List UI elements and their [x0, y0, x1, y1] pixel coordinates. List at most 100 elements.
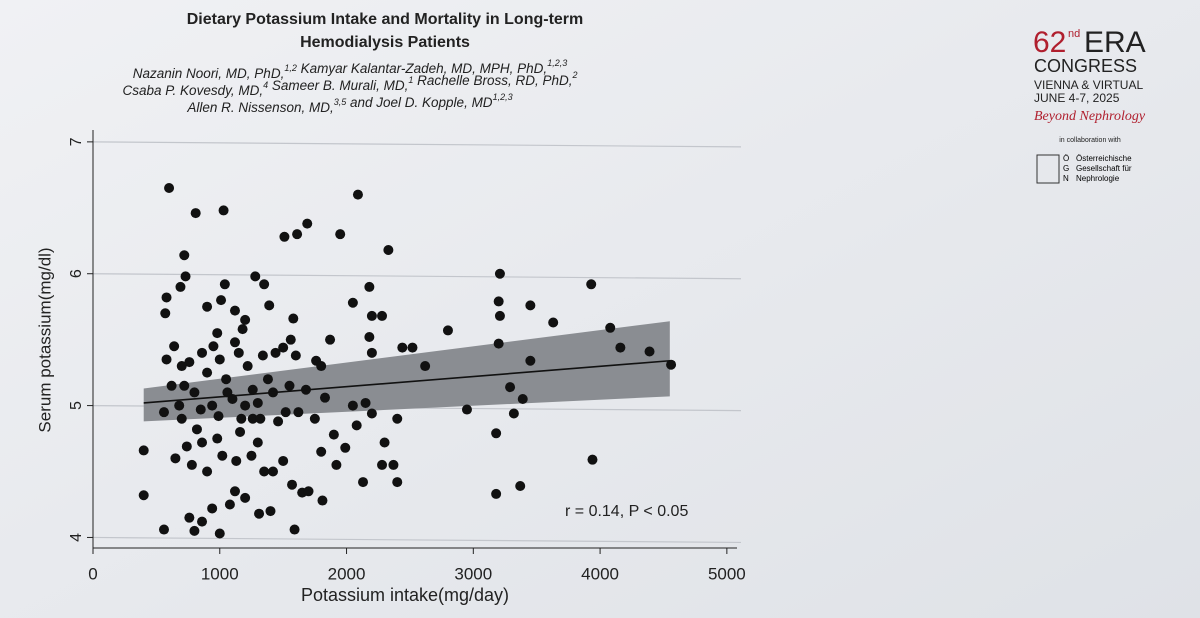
data-point: [217, 450, 228, 461]
data-point: [259, 466, 270, 477]
data-point: [383, 244, 394, 255]
data-point: [189, 387, 200, 398]
partner-name: Gesellschaft für: [1076, 164, 1132, 173]
data-point: [138, 445, 149, 456]
data-point: [351, 420, 362, 431]
data-point: [316, 361, 327, 372]
author-name: Allen R. Nissenson, MD,: [186, 100, 333, 115]
data-point: [644, 346, 655, 357]
data-point: [335, 229, 346, 240]
data-point: [214, 528, 225, 539]
data-point: [213, 411, 224, 422]
partner-icon: [1036, 154, 1060, 184]
data-point: [347, 297, 358, 308]
data-point: [252, 437, 263, 448]
data-point: [240, 492, 251, 503]
data-point: [493, 296, 504, 307]
data-point: [493, 338, 504, 349]
regression-line: [143, 359, 670, 404]
data-point: [525, 300, 536, 311]
chart-title: Hemodialysis Patients: [300, 34, 470, 51]
logo-ordinal: nd: [1068, 28, 1080, 40]
data-point: [236, 413, 247, 424]
data-point: [284, 380, 295, 391]
author-affiliation: 1,2,3: [493, 92, 513, 102]
author-affiliation: 4: [263, 80, 268, 90]
data-point: [216, 295, 227, 306]
data-point: [161, 292, 172, 303]
data-point: [347, 400, 358, 411]
data-point: [397, 342, 408, 353]
data-point: [442, 325, 453, 336]
data-point: [184, 512, 195, 523]
data-point: [247, 413, 258, 424]
data-point: [461, 404, 472, 415]
data-point: [407, 342, 418, 353]
x-axis-label: Potassium intake(mg/day): [301, 585, 509, 605]
data-point: [317, 495, 328, 506]
x-tick-label: 4000: [581, 564, 619, 583]
data-point: [222, 387, 233, 398]
author-line: Csaba P. Kovesdy, MD,4 Sameer B. Murali,…: [123, 70, 578, 97]
data-point: [316, 446, 327, 457]
data-point: [265, 506, 276, 517]
data-point: [158, 407, 169, 418]
author-name: and Joel D. Kopple, MD: [346, 95, 493, 110]
data-point: [379, 437, 390, 448]
data-point: [138, 490, 149, 501]
data-point: [257, 350, 268, 361]
partner-name: Nephrologie: [1076, 174, 1120, 183]
data-point: [229, 486, 240, 497]
logo-line: VIENNA & VIRTUAL: [1034, 78, 1143, 92]
author-name: Nazanin Noori, MD, PhD,: [133, 66, 285, 81]
data-point: [280, 407, 291, 418]
data-point: [328, 429, 339, 440]
data-point: [160, 308, 171, 319]
data-point: [392, 413, 403, 424]
data-point: [197, 516, 208, 527]
data-point: [285, 334, 296, 345]
data-point: [587, 454, 598, 465]
annotation: r = 0.14, P < 0.05: [565, 503, 688, 520]
data-point: [197, 437, 208, 448]
data-point: [515, 481, 526, 492]
data-point: [202, 466, 213, 477]
data-point: [505, 382, 516, 393]
data-point: [207, 400, 218, 411]
data-point: [237, 324, 248, 335]
data-point: [186, 459, 197, 470]
data-point: [240, 400, 251, 411]
author-name: Kamyar Kalantar-Zadeh, MD, MPH, PhD,: [297, 61, 547, 76]
data-point: [229, 337, 240, 348]
data-point: [366, 310, 377, 321]
data-point: [290, 350, 301, 361]
data-point: [420, 361, 431, 372]
data-point: [221, 374, 232, 385]
data-point: [366, 408, 377, 419]
data-point: [366, 347, 377, 358]
partner-name: Österreichische: [1076, 154, 1132, 163]
data-point: [302, 218, 313, 229]
data-point: [207, 503, 218, 514]
data-point: [508, 408, 519, 419]
grid-line: [92, 273, 742, 280]
data-point: [158, 524, 169, 535]
data-point: [319, 392, 330, 403]
data-point: [214, 354, 225, 365]
author-affiliation: 2: [571, 70, 577, 80]
data-point: [212, 433, 223, 444]
data-point: [287, 479, 298, 490]
author-affiliation: 1,2: [284, 63, 297, 73]
data-point: [388, 459, 399, 470]
data-point: [268, 466, 279, 477]
partner-letter: G: [1063, 164, 1069, 173]
chart-title: Dietary Potassium Intake and Mortality i…: [187, 11, 584, 28]
data-point: [184, 357, 195, 368]
x-tick-label: 5000: [708, 564, 746, 583]
data-point: [212, 328, 223, 339]
data-point: [352, 189, 363, 200]
data-point: [494, 310, 505, 321]
grid-line: [92, 536, 742, 544]
